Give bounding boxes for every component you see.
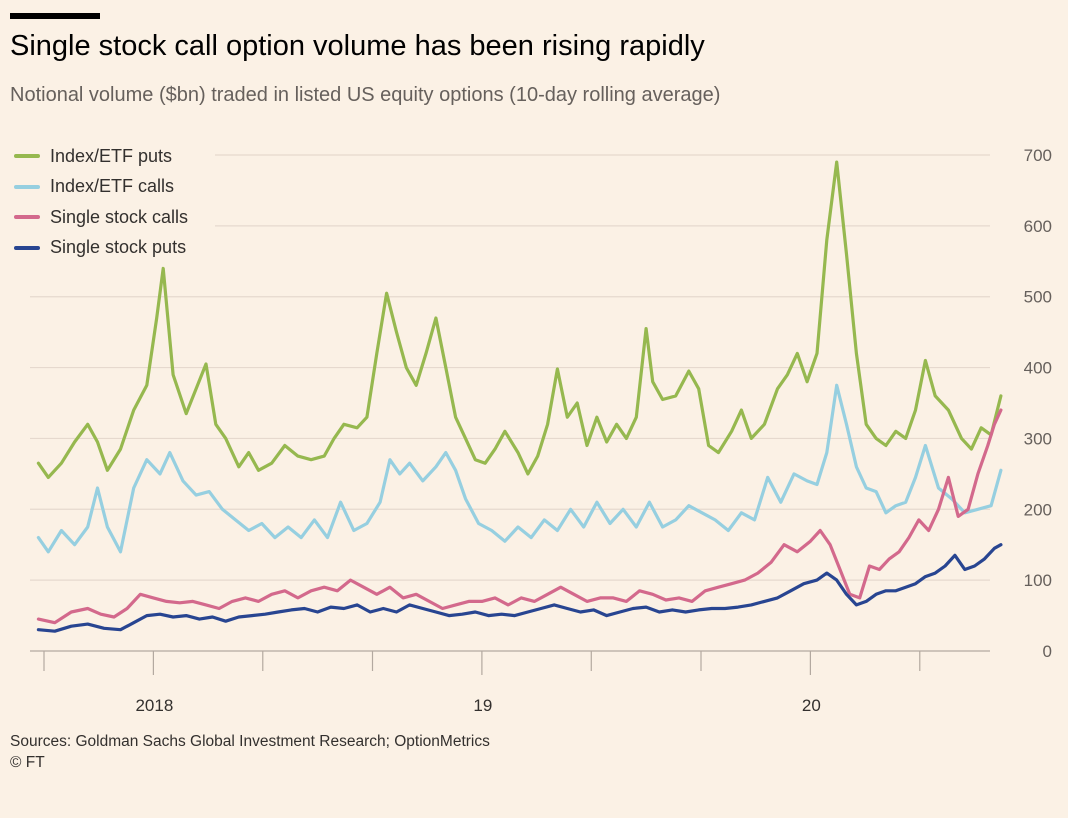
series-line-3 (36, 408, 1003, 625)
y-tick-label: 200 (1024, 500, 1052, 519)
y-tick-label: 500 (1024, 288, 1052, 307)
y-tick-label: 700 (1024, 146, 1052, 165)
source-note: Sources: Goldman Sachs Global Investment… (10, 731, 490, 773)
series-line-1 (36, 160, 1003, 479)
legend-swatch (14, 215, 40, 220)
source-text: Sources: Goldman Sachs Global Investment… (10, 733, 490, 750)
legend-swatch (14, 184, 40, 189)
chart-title: Single stock call option volume has been… (10, 30, 705, 62)
y-tick-label: 600 (1024, 217, 1052, 236)
legend-item: Index/ETF puts (14, 141, 188, 172)
legend-swatch (14, 154, 40, 159)
x-axis: 2018 19 20 (43, 651, 921, 715)
legend-item: Single stock puts (14, 233, 188, 264)
x-tick-label: 20 (802, 696, 821, 715)
series-lines (36, 160, 1003, 633)
grid-lines (30, 154, 990, 652)
series-line-4 (36, 543, 1003, 633)
copyright-text: © FT (10, 754, 45, 771)
y-tick-label: 100 (1024, 571, 1052, 590)
legend: Index/ETF puts Index/ETF calls Single stoc… (14, 141, 188, 263)
x-tick-label: 19 (473, 696, 492, 715)
chart-subtitle: Notional volume ($bn) traded in listed U… (10, 84, 721, 106)
legend-label: Index/ETF calls (50, 176, 175, 197)
legend-label: Single stock puts (50, 237, 187, 258)
legend-label: Single stock calls (50, 206, 189, 227)
y-tick-label: 300 (1024, 429, 1052, 448)
y-tick-label: 400 (1024, 359, 1052, 378)
series-line-2 (36, 383, 1003, 554)
legend-swatch (14, 245, 40, 250)
y-tick-label: 0 (1043, 642, 1052, 661)
legend-label: Index/ETF puts (50, 145, 173, 166)
y-axis: 0 100 200 300 400 500 600 700 (1024, 146, 1052, 661)
legend-item: Index/ETF calls (14, 172, 188, 203)
x-tick-label: 2018 (135, 696, 173, 715)
legend-item: Single stock calls (14, 202, 188, 233)
brand-bar (10, 13, 100, 19)
